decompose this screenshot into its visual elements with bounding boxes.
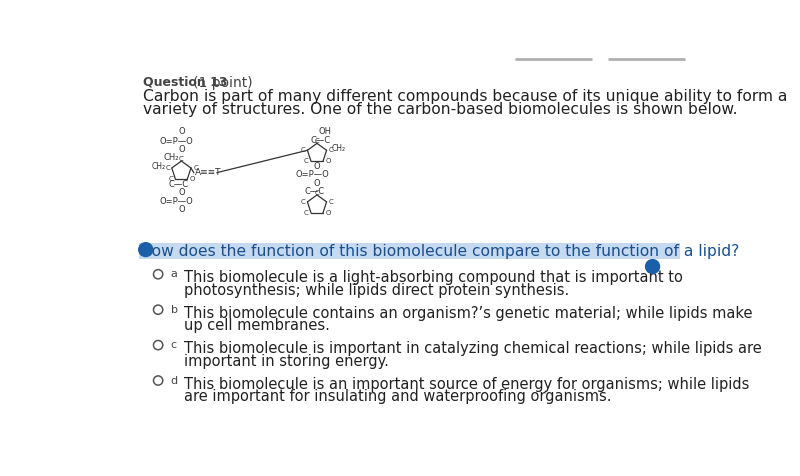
Text: O: O: [190, 176, 195, 182]
Text: This biomolecule is important in catalyzing chemical reactions; while lipids are: This biomolecule is important in catalyz…: [185, 341, 762, 356]
Text: C: C: [329, 147, 334, 153]
Text: up cell membranes.: up cell membranes.: [185, 318, 330, 333]
Text: How does the function of this biomolecule compare to the function of a lipid?: How does the function of this biomolecul…: [140, 244, 740, 258]
Text: C: C: [301, 199, 306, 205]
FancyBboxPatch shape: [138, 243, 680, 259]
Text: a: a: [170, 269, 178, 279]
Text: C: C: [194, 165, 198, 171]
Text: C: C: [314, 138, 319, 144]
Text: CH₂: CH₂: [151, 162, 166, 171]
Text: variety of structures. One of the carbon-based biomolecules is shown below.: variety of structures. One of the carbon…: [142, 102, 737, 117]
Text: C—C: C—C: [310, 136, 330, 145]
Text: C: C: [304, 159, 309, 165]
Text: C: C: [179, 156, 184, 162]
Text: c: c: [170, 340, 177, 350]
Text: C: C: [301, 147, 306, 153]
Text: O: O: [178, 188, 185, 197]
Text: This biomolecule is a light-absorbing compound that is important to: This biomolecule is a light-absorbing co…: [185, 270, 683, 286]
Text: O=P—O: O=P—O: [295, 170, 330, 179]
Text: A≡≡T: A≡≡T: [195, 168, 222, 177]
Text: photosynthesis; while lipids direct protein synthesis.: photosynthesis; while lipids direct prot…: [185, 283, 570, 298]
Text: are important for insulating and waterproofing organisms.: are important for insulating and waterpr…: [185, 389, 612, 404]
Text: Carbon is part of many different compounds because of its unique ability to form: Carbon is part of many different compoun…: [142, 89, 787, 104]
Circle shape: [138, 243, 153, 257]
Text: C: C: [314, 189, 319, 196]
Text: C—C: C—C: [169, 179, 189, 188]
Text: This biomolecule contains an organism?’s genetic material; while lipids make: This biomolecule contains an organism?’s…: [185, 306, 753, 321]
Text: O: O: [326, 159, 330, 165]
Text: d: d: [170, 376, 178, 386]
Text: C: C: [166, 165, 170, 171]
Text: O: O: [314, 162, 320, 171]
Text: (1 point): (1 point): [193, 76, 253, 89]
Text: b: b: [170, 305, 178, 315]
Text: important in storing energy.: important in storing energy.: [185, 354, 390, 368]
Text: O: O: [314, 179, 320, 188]
Text: C—C: C—C: [305, 188, 325, 197]
Circle shape: [646, 259, 659, 274]
Text: Question 13: Question 13: [142, 76, 227, 89]
Text: O=P—O: O=P—O: [160, 197, 194, 206]
Text: CH₂: CH₂: [163, 153, 179, 162]
Text: O: O: [178, 145, 185, 154]
Text: O: O: [326, 210, 330, 216]
Text: O=P—O: O=P—O: [160, 137, 194, 146]
Text: CH₂: CH₂: [331, 144, 346, 153]
Text: O: O: [178, 127, 185, 136]
Text: C: C: [304, 210, 309, 216]
Text: OH: OH: [318, 127, 331, 136]
Text: O: O: [178, 205, 185, 214]
Text: This biomolecule is an important source of energy for organisms; while lipids: This biomolecule is an important source …: [185, 377, 750, 392]
Text: C: C: [329, 199, 334, 205]
Text: C: C: [168, 176, 173, 182]
